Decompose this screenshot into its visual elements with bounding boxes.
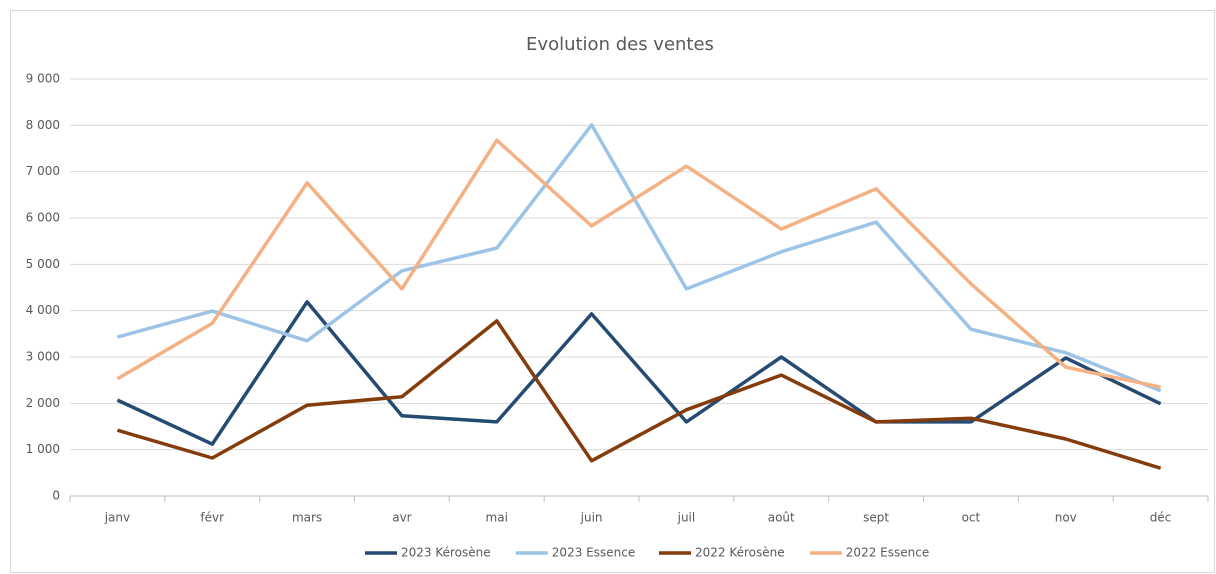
x-tick-label: juil bbox=[677, 511, 696, 525]
legend-label: 2023 Essence bbox=[552, 546, 635, 560]
y-tick-label: 8 000 bbox=[26, 118, 60, 132]
y-tick-label: 1 000 bbox=[26, 442, 60, 456]
x-tick-label: avr bbox=[392, 511, 411, 525]
y-tick-label: 4 000 bbox=[26, 303, 60, 317]
x-tick-label: sept bbox=[863, 511, 889, 525]
y-tick-label: 7 000 bbox=[26, 164, 60, 178]
x-tick-label: déc bbox=[1150, 511, 1172, 525]
x-tick-label: juin bbox=[580, 511, 603, 525]
y-tick-label: 6 000 bbox=[26, 211, 60, 225]
y-tick-label: 5 000 bbox=[26, 257, 60, 271]
series-line bbox=[116, 319, 1162, 470]
chart-title: Evolution des ventes bbox=[526, 34, 714, 55]
x-tick-label: nov bbox=[1055, 511, 1077, 525]
x-tick-label: oct bbox=[962, 511, 981, 525]
x-tick-label: mai bbox=[486, 511, 508, 525]
x-tick-label: août bbox=[768, 511, 795, 525]
chart-border bbox=[10, 10, 1215, 573]
x-tick-label: janv bbox=[104, 511, 130, 525]
y-tick-label: 0 bbox=[52, 489, 60, 503]
y-tick-label: 3 000 bbox=[26, 350, 60, 364]
legend-label: 2022 Essence bbox=[846, 546, 929, 560]
series-line bbox=[116, 123, 1162, 393]
x-tick-label: mars bbox=[292, 511, 322, 525]
legend-label: 2022 Kérosène bbox=[695, 546, 785, 560]
y-tick-label: 9 000 bbox=[26, 72, 60, 86]
x-tick-label: févr bbox=[200, 511, 224, 525]
y-tick-label: 2 000 bbox=[26, 396, 60, 410]
series-line bbox=[116, 300, 1162, 446]
legend-label: 2023 Kérosène bbox=[401, 546, 491, 560]
series-line bbox=[116, 138, 1161, 389]
